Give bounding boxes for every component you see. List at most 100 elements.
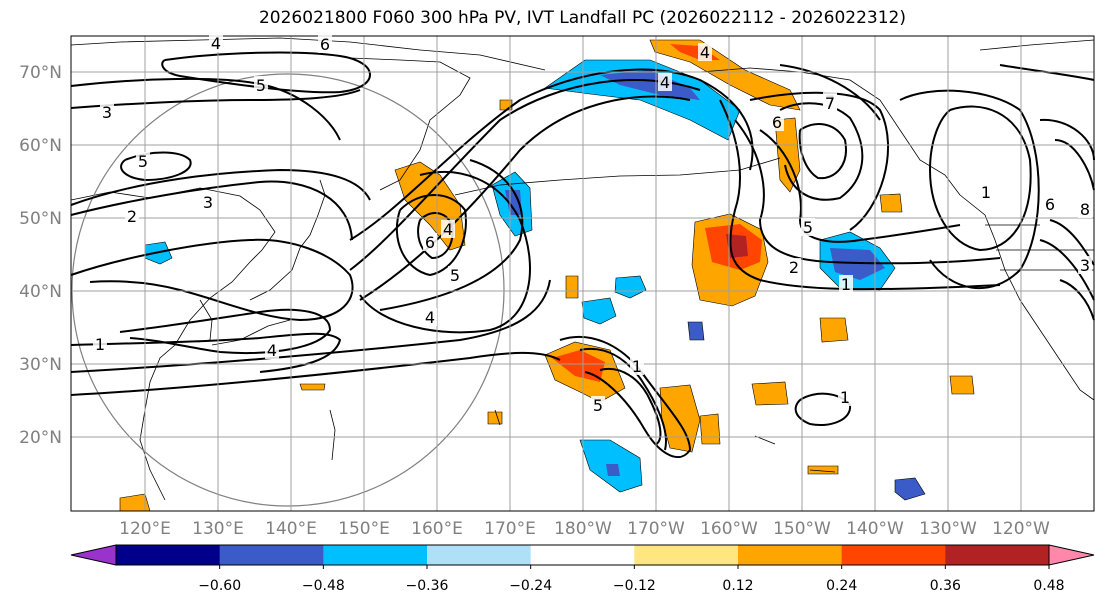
colorbar-swatch [945, 545, 1050, 565]
contour-line [559, 335, 692, 459]
contour-line [379, 159, 524, 311]
contour-label-bg [448, 266, 462, 284]
shade-pos-s2 [819, 317, 849, 343]
contour-label: 5 [138, 152, 148, 171]
contour-line [349, 79, 701, 271]
colorbar-swatch [841, 545, 946, 565]
colorbar-extend-max [1048, 544, 1095, 566]
contour-line [70, 238, 354, 322]
contour-line [70, 332, 342, 373]
contour-label: 1 [841, 275, 851, 294]
colorbar-tick-label: −0.48 [302, 578, 345, 594]
latitude-label: 40°N [19, 282, 62, 302]
contour-line [70, 89, 361, 109]
coast-kamchatka [349, 57, 471, 191]
latitude-label: 60°N [19, 136, 62, 156]
longitude-label: 140°E [265, 519, 317, 539]
colorbar-swatch [427, 545, 532, 565]
contour-line [1054, 139, 1095, 191]
coast-japan-south [211, 319, 291, 346]
contour-line [759, 129, 961, 243]
contour-label: 3 [1080, 256, 1090, 275]
coast-na-north [979, 39, 1095, 51]
contour-label-bg [318, 35, 332, 53]
contour-label: 6 [320, 35, 330, 54]
contour-label: 4 [267, 341, 277, 360]
region-circle [71, 73, 505, 507]
contour-label-bg [265, 341, 279, 359]
latitude-label: 30°N [19, 355, 62, 375]
contour-line [899, 89, 1040, 289]
shade-neg-mid2 [614, 275, 647, 299]
shade-pos-w5 [487, 411, 503, 425]
contour-label: 8 [1080, 200, 1090, 219]
contour-label: 4 [443, 220, 453, 239]
contour-line [719, 99, 1001, 291]
coast-siberia [70, 37, 546, 71]
longitude-label: 170°E [484, 519, 536, 539]
contour-line [734, 119, 1001, 265]
shade-neg-alaska-core [600, 70, 700, 100]
contour-label-bg [1078, 256, 1092, 274]
contour-label-bg [209, 34, 223, 52]
coast-alaska [699, 67, 961, 196]
contour-label-bg [423, 308, 437, 326]
shade-pos-ne [879, 193, 903, 213]
contour-label: 5 [803, 218, 813, 237]
contour-line [794, 392, 852, 426]
contour-label-bg [698, 43, 712, 61]
contour-line [798, 123, 847, 180]
contour-label: 2 [127, 207, 137, 226]
colorbar-tick-label: −0.36 [406, 578, 449, 594]
contour-label-bg [136, 152, 150, 170]
longitude-label: 120°W [992, 519, 1050, 539]
contour-line [359, 171, 531, 334]
contour-label: 1 [840, 388, 850, 407]
longitude-label: 160°W [700, 519, 758, 539]
contour-line [70, 351, 561, 396]
contour-label: 1 [95, 335, 105, 354]
contour-label: 6 [772, 113, 782, 132]
colorbar-tick-label: 0.36 [930, 578, 961, 594]
longitude-label: 140°W [846, 519, 904, 539]
contour-label-bg [201, 193, 215, 211]
colorbar-swatch [323, 545, 428, 565]
contour-label-bg [801, 218, 815, 236]
shade-neg-mid1 [581, 297, 617, 325]
contour-line [161, 51, 371, 94]
contour-label: 5 [593, 396, 603, 415]
contour-label: 4 [211, 34, 221, 53]
contour-label: 1 [981, 183, 991, 202]
colorbar-swatch [634, 545, 739, 565]
colorbar-tick-label: −0.12 [613, 578, 656, 594]
longitude-label: 120°E [119, 519, 171, 539]
contour-label: 5 [256, 76, 266, 95]
contour-label-bg [630, 357, 644, 375]
latitude-label: 50°N [19, 209, 62, 229]
contour-label-bg [658, 73, 672, 91]
contour-label-bg [423, 233, 437, 251]
contour-line [359, 95, 691, 301]
longitude-label: 160°E [411, 519, 463, 539]
contour-line [749, 91, 889, 231]
contour-label-bg [979, 183, 993, 201]
colorbar-extend-min [70, 544, 117, 566]
contour-label-bg [93, 335, 107, 353]
shade-neg-kamchatka-core [505, 190, 522, 215]
shade-neg-gulf-core [830, 248, 885, 280]
colorbar-swatch [116, 545, 221, 565]
contour-line [395, 194, 467, 277]
shade-neg-subtropic-core [606, 464, 620, 476]
contour-label-bg [591, 396, 605, 414]
coast-japan [249, 179, 326, 301]
contour-label-bg [1078, 200, 1092, 218]
longitude-label: 150°W [773, 519, 831, 539]
contour-label: 6 [425, 233, 435, 252]
shade-neg-se [894, 477, 926, 501]
contour-labels: 4635532144654547652117611384 [93, 34, 1092, 415]
contour-line [120, 151, 192, 182]
map-frame [70, 35, 1095, 512]
contour-label-bg [823, 94, 837, 112]
longitude-label: 150°E [338, 519, 390, 539]
